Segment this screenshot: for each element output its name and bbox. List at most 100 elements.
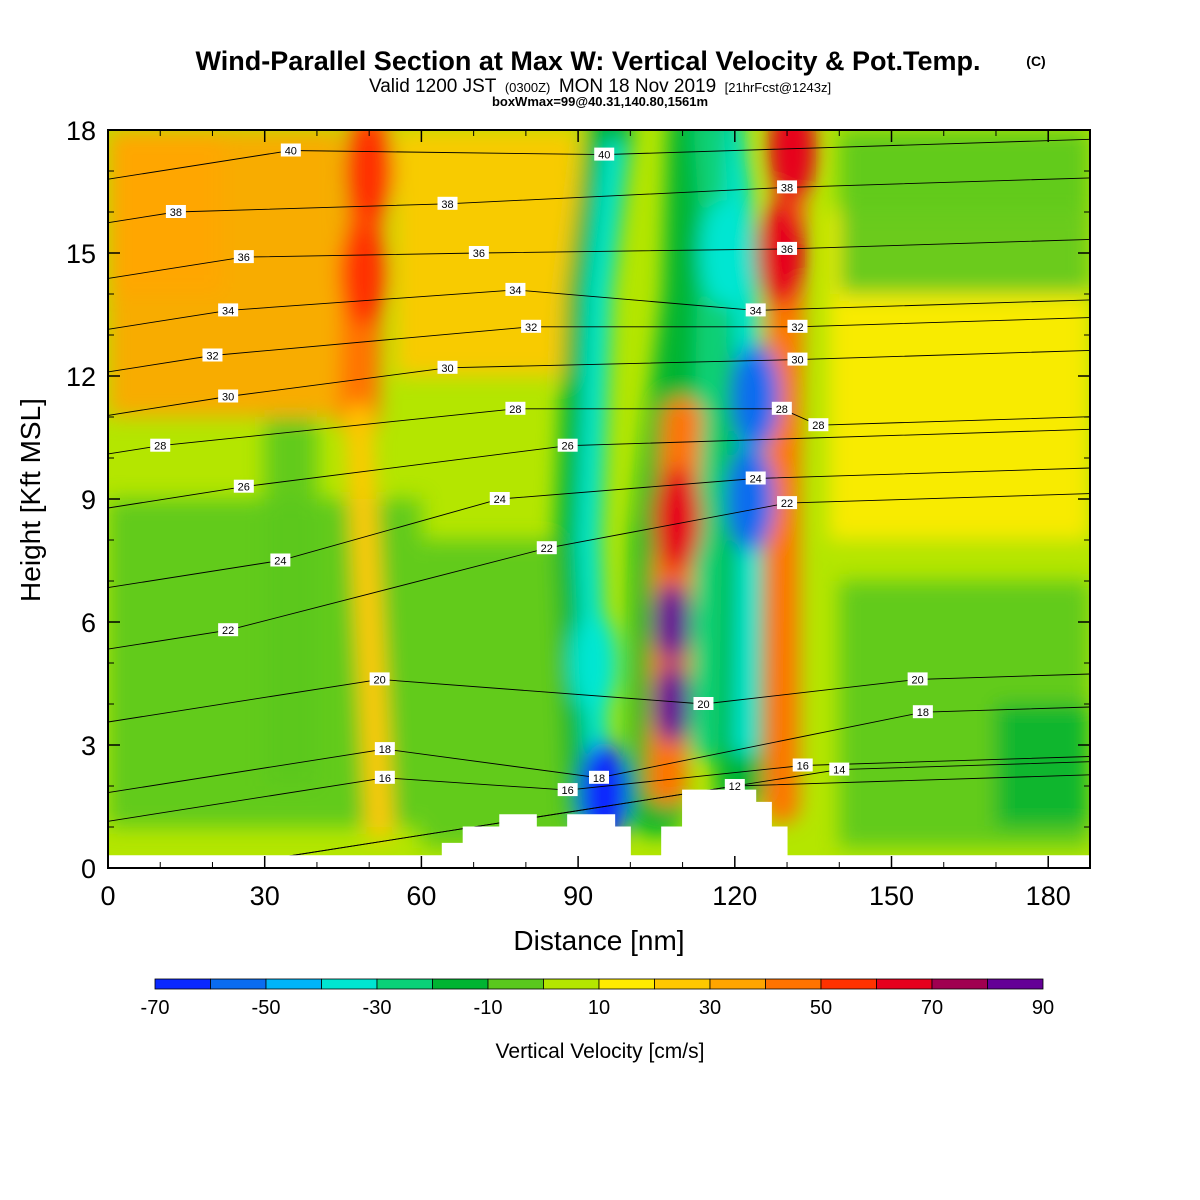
svg-text:24: 24 xyxy=(274,556,286,568)
terrain-mask xyxy=(108,789,1090,868)
chart-title-copyright: (C) xyxy=(1026,53,1045,69)
svg-text:20: 20 xyxy=(697,699,709,711)
colorbar-bin xyxy=(654,978,711,990)
colorbar-bin xyxy=(876,978,933,990)
theta-label: 18 xyxy=(374,742,395,756)
svg-text:12: 12 xyxy=(729,781,741,793)
y-tick-label: 18 xyxy=(66,116,96,146)
svg-text:18: 18 xyxy=(379,744,391,756)
theta-label: 24 xyxy=(745,471,766,486)
theta-label: 18 xyxy=(912,705,933,719)
colorbar-tick-label: -70 xyxy=(141,997,170,1019)
svg-text:36: 36 xyxy=(781,244,793,256)
theta-labels: 40 40 38 38 38 36 36 36 34 34 34 32 32 32 30 30 30 28 28 28… xyxy=(150,143,933,797)
colorbar-tick-label: -30 xyxy=(363,997,392,1019)
svg-text:38: 38 xyxy=(170,207,182,219)
colorbar-bin xyxy=(487,978,544,990)
svg-text:34: 34 xyxy=(509,285,521,297)
colorbar-label: Vertical Velocity [cm/s] xyxy=(496,1040,705,1063)
svg-text:32: 32 xyxy=(791,322,803,334)
y-axis-label: Height [Kft MSL] xyxy=(15,398,46,602)
svg-text:28: 28 xyxy=(776,404,788,416)
svg-text:32: 32 xyxy=(206,351,218,363)
theta-label: 16 xyxy=(792,758,813,773)
theta-label: 28 xyxy=(808,418,829,432)
valid-date: MON 18 Nov 2019 xyxy=(559,76,716,97)
theta-label: 30 xyxy=(787,352,808,367)
theta-label: 32 xyxy=(787,319,808,334)
theta-label: 14 xyxy=(829,762,850,777)
theta-contour-26 xyxy=(108,428,1090,509)
x-tick-label: 60 xyxy=(406,881,436,911)
colorbar-bin xyxy=(987,978,1044,990)
theta-label: 22 xyxy=(777,496,798,510)
colorbar-tick-label: 30 xyxy=(699,997,721,1019)
terrain xyxy=(108,789,1090,868)
theta-label: 34 xyxy=(505,282,526,297)
svg-text:38: 38 xyxy=(441,199,453,211)
theta-label: 38 xyxy=(165,205,186,219)
colorbar: -70 -50 -30 -10 10 30 50 70 90 xyxy=(141,978,1054,1019)
svg-text:24: 24 xyxy=(750,474,762,486)
svg-text:22: 22 xyxy=(541,543,553,555)
theta-label: 20 xyxy=(907,672,928,686)
theta-label: 26 xyxy=(233,479,254,494)
theta-label: 22 xyxy=(536,541,557,555)
colorbar-bin xyxy=(432,978,489,990)
theta-label: 32 xyxy=(521,319,542,334)
theta-label: 34 xyxy=(745,303,766,317)
x-tick-label: 30 xyxy=(250,881,280,911)
theta-label: 38 xyxy=(437,196,458,211)
theta-label: 12 xyxy=(724,779,745,793)
svg-text:34: 34 xyxy=(222,305,234,317)
theta-label: 16 xyxy=(374,770,395,785)
svg-text:40: 40 xyxy=(598,150,610,162)
x-axis: 0 30 60 90 120 150 180 xyxy=(100,130,1071,911)
x-tick-label: 180 xyxy=(1026,881,1071,911)
x-tick-label: 0 xyxy=(100,881,115,911)
y-tick-label: 12 xyxy=(66,362,96,392)
svg-text:40: 40 xyxy=(285,146,297,158)
theta-label: 38 xyxy=(777,180,798,194)
colorbar-bin xyxy=(765,978,822,990)
x-tick-label: 90 xyxy=(563,881,593,911)
colorbar-bin xyxy=(543,978,600,990)
theta-label: 30 xyxy=(437,360,458,375)
theta-label: 36 xyxy=(777,241,798,256)
theta-label: 40 xyxy=(280,143,301,158)
y-tick-label: 15 xyxy=(66,239,96,269)
y-tick-label: 3 xyxy=(81,731,96,761)
theta-label: 34 xyxy=(218,303,239,317)
theta-label: 28 xyxy=(150,438,171,453)
chart-subtitle: Valid 1200 JST (0300Z) MON 18 Nov 2019 [… xyxy=(369,76,831,97)
colorbar-tick-label: -10 xyxy=(474,997,503,1019)
theta-label: 28 xyxy=(505,401,526,416)
svg-text:14: 14 xyxy=(833,765,845,777)
svg-text:16: 16 xyxy=(797,761,809,773)
x-tick-label: 150 xyxy=(869,881,914,911)
colorbar-bin xyxy=(931,978,988,990)
theta-label: 28 xyxy=(771,401,792,416)
svg-text:30: 30 xyxy=(441,363,453,375)
svg-text:28: 28 xyxy=(812,420,824,432)
colorbar-tick-label: 90 xyxy=(1032,997,1054,1019)
theta-label: 30 xyxy=(218,389,239,404)
x-axis-label: Distance [nm] xyxy=(513,925,684,956)
theta-label: 20 xyxy=(369,672,390,686)
svg-text:18: 18 xyxy=(593,773,605,785)
svg-text:28: 28 xyxy=(509,404,521,416)
velocity-field xyxy=(108,130,1090,868)
svg-text:32: 32 xyxy=(525,322,537,334)
theta-label: 16 xyxy=(557,783,578,797)
theta-label: 26 xyxy=(557,438,578,453)
colorbar-bin xyxy=(709,978,766,990)
theta-label: 20 xyxy=(693,697,714,711)
colorbar-bin xyxy=(376,978,433,990)
theta-label: 32 xyxy=(202,348,223,363)
valid-utc: (0300Z) xyxy=(505,80,551,95)
svg-text:36: 36 xyxy=(473,248,485,260)
svg-text:26: 26 xyxy=(238,482,250,494)
svg-text:30: 30 xyxy=(222,392,234,404)
